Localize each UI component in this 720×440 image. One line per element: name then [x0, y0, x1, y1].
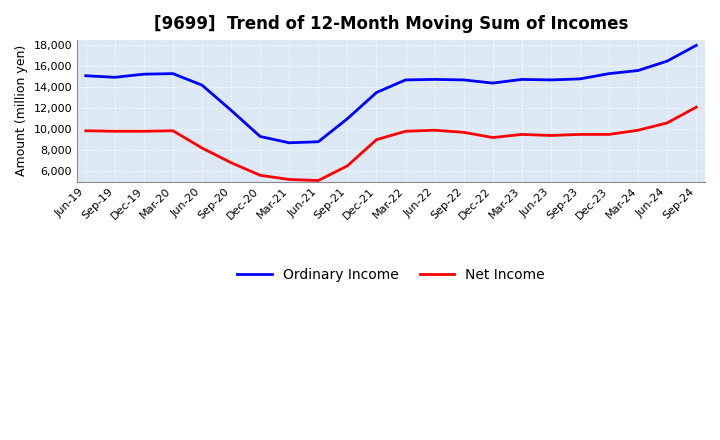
Ordinary Income: [343, 116, 352, 121]
Ordinary Income: [576, 76, 585, 81]
Net Income: [343, 163, 352, 169]
Title: [9699]  Trend of 12-Month Moving Sum of Incomes: [9699] Trend of 12-Month Moving Sum of I…: [154, 15, 629, 33]
Ordinary Income: [488, 81, 497, 86]
Ordinary Income: [81, 73, 90, 78]
Ordinary Income: [285, 140, 294, 146]
Y-axis label: Amount (million yen): Amount (million yen): [15, 45, 28, 176]
Net Income: [81, 128, 90, 133]
Net Income: [168, 128, 177, 133]
Net Income: [634, 128, 642, 133]
Net Income: [605, 132, 613, 137]
Ordinary Income: [314, 139, 323, 144]
Net Income: [663, 120, 672, 125]
Net Income: [140, 128, 148, 134]
Net Income: [110, 128, 119, 134]
Net Income: [372, 137, 381, 142]
Ordinary Income: [431, 77, 439, 82]
Ordinary Income: [227, 108, 235, 113]
Net Income: [256, 172, 264, 178]
Net Income: [401, 128, 410, 134]
Ordinary Income: [372, 90, 381, 95]
Legend: Ordinary Income, Net Income: Ordinary Income, Net Income: [232, 262, 551, 287]
Ordinary Income: [605, 71, 613, 76]
Net Income: [518, 132, 526, 137]
Line: Net Income: Net Income: [86, 107, 696, 180]
Ordinary Income: [459, 77, 468, 83]
Ordinary Income: [110, 75, 119, 80]
Net Income: [488, 135, 497, 140]
Net Income: [227, 160, 235, 165]
Net Income: [692, 105, 701, 110]
Line: Ordinary Income: Ordinary Income: [86, 45, 696, 143]
Ordinary Income: [663, 59, 672, 64]
Net Income: [285, 177, 294, 182]
Ordinary Income: [168, 71, 177, 76]
Net Income: [459, 130, 468, 135]
Ordinary Income: [546, 77, 555, 83]
Net Income: [314, 178, 323, 183]
Net Income: [198, 145, 207, 150]
Ordinary Income: [634, 68, 642, 73]
Ordinary Income: [401, 77, 410, 83]
Ordinary Income: [256, 134, 264, 139]
Net Income: [546, 133, 555, 138]
Net Income: [576, 132, 585, 137]
Ordinary Income: [140, 72, 148, 77]
Ordinary Income: [518, 77, 526, 82]
Ordinary Income: [198, 83, 207, 88]
Net Income: [431, 128, 439, 133]
Ordinary Income: [692, 43, 701, 48]
